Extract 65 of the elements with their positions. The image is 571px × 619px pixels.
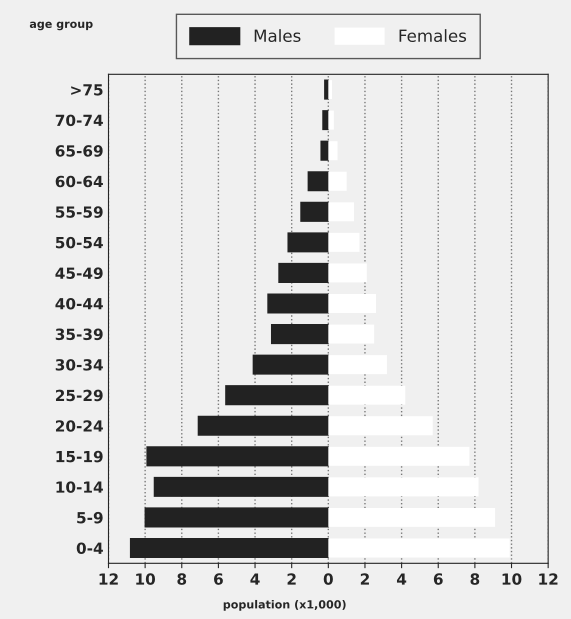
y-axis-title: age group <box>30 22 93 30</box>
y-tick-label: 55-59 <box>56 206 103 218</box>
bar <box>225 385 329 406</box>
x-tick-label: 6 <box>214 573 223 585</box>
y-tick-label: 40-44 <box>55 298 103 310</box>
y-tick-label: 15-19 <box>56 450 103 462</box>
x-tick-label: 0 <box>324 573 333 585</box>
bar <box>328 386 406 405</box>
bar <box>278 262 329 283</box>
bar <box>252 354 329 375</box>
bar <box>328 538 510 558</box>
bar <box>300 202 329 222</box>
bar <box>198 416 329 436</box>
bar <box>324 80 329 100</box>
bar <box>154 476 329 497</box>
x-tick-label: 2 <box>360 573 369 585</box>
bar <box>328 508 496 527</box>
bar <box>322 110 329 130</box>
x-tick-label: 6 <box>434 573 443 585</box>
bar <box>308 171 329 192</box>
bar <box>146 446 329 466</box>
bar <box>328 202 354 222</box>
bar <box>328 232 360 252</box>
bar <box>328 294 376 313</box>
bar <box>287 232 329 252</box>
x-tick-label: 2 <box>288 573 296 585</box>
x-tick-label: 8 <box>470 573 480 585</box>
x-tick-label: 10 <box>136 573 156 585</box>
y-tick-label: 5-9 <box>77 512 103 524</box>
bar <box>130 538 329 558</box>
bar <box>328 355 387 374</box>
bar <box>328 110 334 130</box>
bar <box>320 140 329 161</box>
y-tick-label: >75 <box>71 84 103 96</box>
bar <box>328 477 479 496</box>
x-tick-label: 8 <box>177 573 186 585</box>
bar <box>144 507 329 528</box>
x-tick-label: 4 <box>250 573 260 585</box>
y-tick-label: 35-39 <box>56 328 103 340</box>
y-tick-label: 25-29 <box>56 390 103 402</box>
y-tick-label: 10-14 <box>56 481 103 493</box>
bar <box>328 324 374 344</box>
x-tick-label: 12 <box>100 573 118 585</box>
x-axis-title: population (x1,000) <box>224 600 346 611</box>
bar <box>267 293 329 314</box>
y-tick-label: 50-54 <box>56 236 103 248</box>
bar <box>328 80 332 100</box>
y-tick-label: 65-69 <box>56 145 103 157</box>
y-tick-label: 20-24 <box>56 420 103 432</box>
legend-label: Males <box>254 29 300 42</box>
y-tick-label: 0-4 <box>76 542 103 554</box>
x-tick-label: 4 <box>396 573 406 585</box>
y-tick-label: 60-64 <box>56 176 103 188</box>
x-tick-label: 12 <box>539 573 558 585</box>
y-tick-label: 30-34 <box>56 359 103 371</box>
x-tick-label: 10 <box>502 573 522 585</box>
bar <box>328 416 433 436</box>
bar <box>328 263 367 282</box>
y-tick-label: 45-49 <box>55 267 103 279</box>
bar <box>328 446 470 466</box>
bar <box>270 324 329 344</box>
bar <box>328 141 338 160</box>
bar <box>328 172 347 191</box>
legend-label: Females <box>400 29 466 42</box>
y-tick-label: 70-74 <box>56 114 103 126</box>
